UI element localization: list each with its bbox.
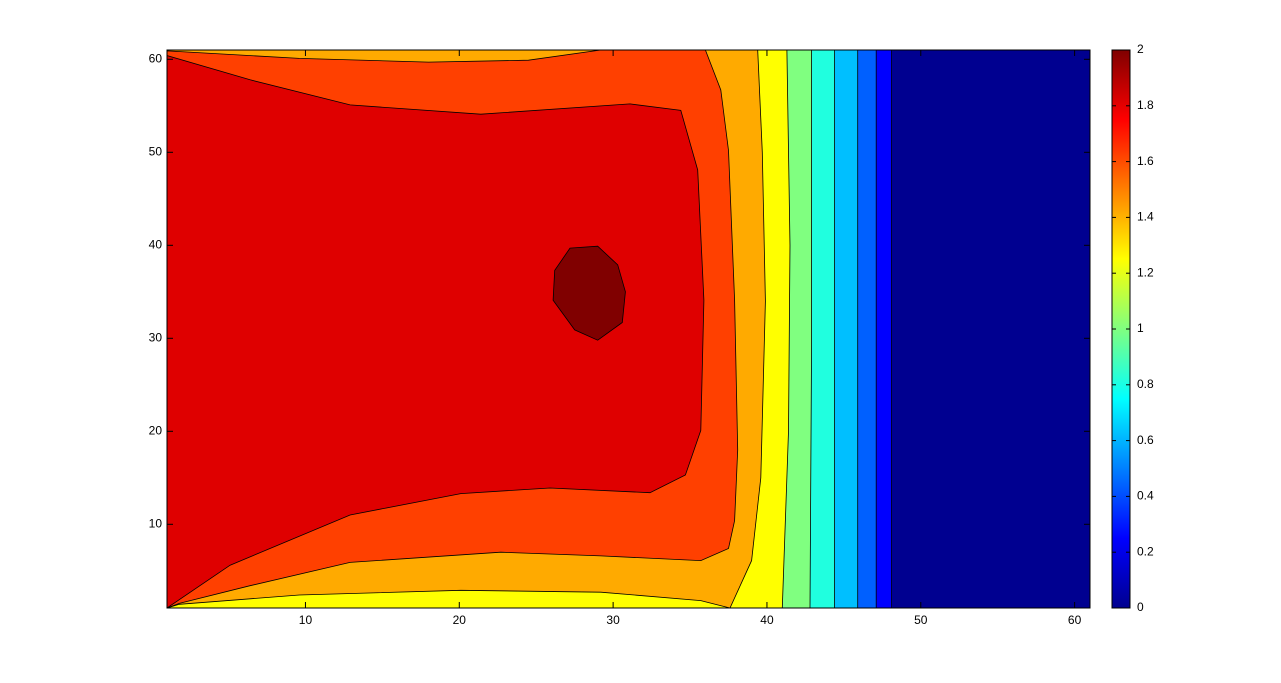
colorbar-tick-label: 0 (1137, 600, 1144, 614)
x-tick-label: 10 (299, 613, 313, 627)
y-tick-label: 50 (149, 144, 163, 158)
colorbar-tick-label: 1.6 (1137, 154, 1154, 168)
y-tick-label: 10 (149, 516, 163, 530)
axes-box (166, 49, 1091, 609)
colorbar-tick-label: 2 (1137, 42, 1144, 56)
y-tick-label: 20 (149, 423, 163, 437)
contour-region (552, 245, 626, 341)
x-tick-label: 30 (606, 613, 620, 627)
y-tick-label: 60 (149, 51, 163, 65)
colorbar-tick-label: 1.8 (1137, 98, 1154, 112)
colorbar-tick-label: 1.2 (1137, 265, 1154, 279)
colorbar-tick-label: 0.4 (1137, 489, 1154, 503)
x-tick-label: 60 (1068, 613, 1082, 627)
x-tick-label: 40 (760, 613, 774, 627)
plot-area (167, 50, 1090, 608)
colorbar-tick-label: 0.6 (1137, 433, 1154, 447)
y-tick-label: 30 (149, 330, 163, 344)
y-tick-label: 40 (149, 237, 163, 251)
x-tick-label: 20 (453, 613, 467, 627)
colorbar-tick-label: 0.2 (1137, 544, 1154, 558)
contour-region (167, 55, 705, 608)
x-tick-label: 50 (914, 613, 928, 627)
colorbar-tick-label: 1.4 (1137, 210, 1154, 224)
colorbar-tick-label: 1 (1137, 321, 1144, 335)
colorbar-tick-label: 0.8 (1137, 377, 1154, 391)
